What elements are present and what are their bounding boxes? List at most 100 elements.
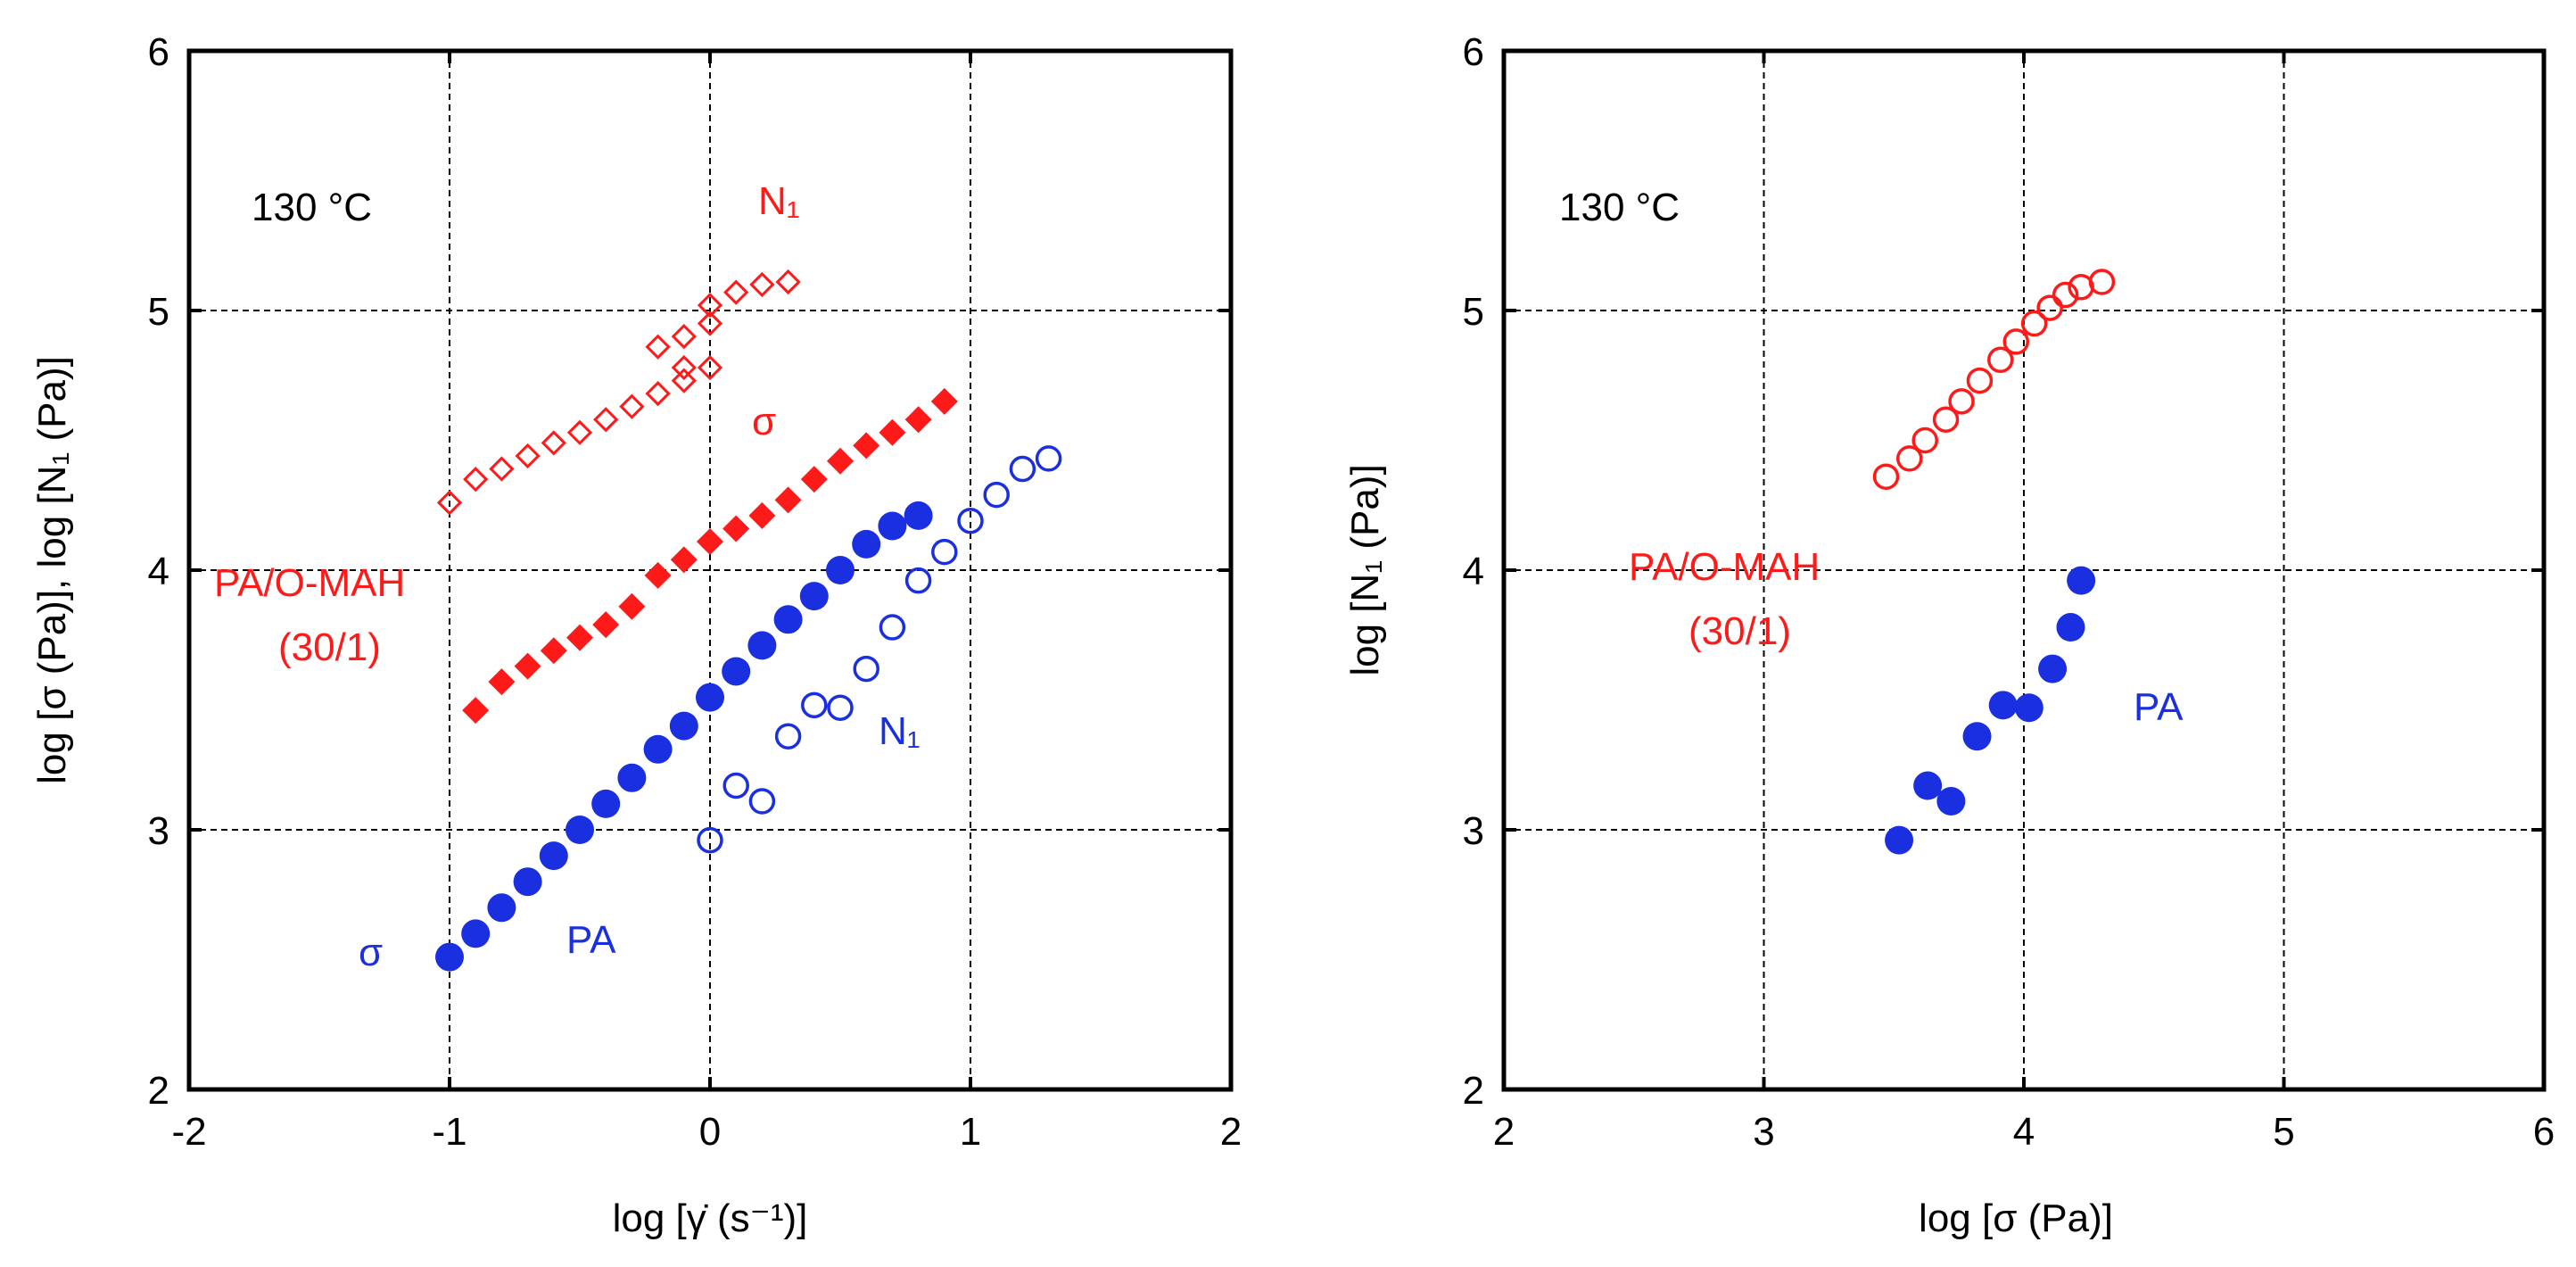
left-grid [189, 51, 1231, 1089]
left-blend-label-line2: (30/1) [278, 625, 381, 669]
right-point-circle-open [1911, 426, 1938, 454]
right-point-circle-open [2088, 269, 2116, 295]
right-y-axis-label: log [N₁ (Pa)] [1343, 464, 1387, 675]
right-x-tick-label: 4 [2013, 1110, 2035, 1154]
left-point-diamond-open [619, 393, 645, 419]
left-y-axis-label: log [σ (Pa)], log [N₁ (Pa)] [30, 356, 74, 784]
left-point-circle-filled [669, 711, 698, 741]
left-point-circle-filled [617, 763, 647, 792]
left-series-1 [462, 387, 958, 725]
right-x-tick-label: 3 [1753, 1110, 1774, 1154]
left-point-diamond-open [697, 293, 723, 319]
left-point-diamond-filled [566, 624, 593, 651]
left-x-tick-label: 2 [1220, 1110, 1242, 1154]
left-y-tick-label: 6 [148, 30, 169, 74]
left-point-circle-filled [696, 683, 724, 712]
right-y-tick-label: 6 [1463, 30, 1484, 74]
left-point-circle-filled [643, 734, 673, 764]
right-point-circle-open [1895, 445, 1923, 472]
right-point-circle-filled [2038, 654, 2068, 683]
left-point-circle-open [879, 614, 906, 641]
left-point-circle-filled [799, 582, 829, 611]
right-data-marks [1872, 269, 2116, 855]
left-point-diamond-filled [800, 466, 828, 493]
left-point-circle-open [1035, 445, 1062, 472]
left-point-diamond-open [671, 368, 697, 393]
left-point-circle-filled [461, 919, 491, 948]
left-y-tick-label: 5 [148, 290, 169, 334]
left-point-diamond-open [645, 380, 671, 407]
left-point-circle-open [774, 723, 802, 749]
left-point-diamond-filled [488, 668, 516, 696]
left-point-circle-open [957, 507, 984, 534]
right-series-1 [1885, 566, 2096, 855]
right-point-circle-open [1966, 367, 1994, 394]
left-point-circle-open [801, 691, 828, 719]
right-y-tick-label: 5 [1463, 290, 1484, 334]
left-point-diamond-filled [879, 418, 906, 446]
left-point-diamond-open [541, 430, 566, 456]
right-point-circle-open [2002, 328, 2030, 355]
left-point-circle-filled [852, 529, 881, 559]
left-point-circle-open [827, 694, 854, 721]
left-point-diamond-open [515, 443, 541, 469]
left-point-diamond-filled [853, 432, 880, 460]
left-point-diamond-filled [670, 546, 698, 574]
left-point-diamond-open [671, 354, 697, 381]
right-x-axis-label: log [σ (Pa)] [1919, 1197, 2113, 1240]
left-sigma-blue-label: σ [359, 931, 383, 974]
right-x-tick-label: 6 [2533, 1110, 2555, 1154]
left-x-axis-label: log [γ̇ (s⁻¹)] [613, 1197, 808, 1240]
left-point-diamond-filled [592, 611, 620, 639]
left-point-circle-open [748, 788, 776, 815]
left-point-circle-filled [539, 841, 568, 871]
left-point-circle-open [904, 567, 932, 594]
right-point-circle-open [2036, 294, 2063, 321]
right-blend-label-line1: PA/O-MAH [1629, 545, 1820, 589]
right-x-tick-label: 2 [1493, 1110, 1515, 1154]
left-point-circle-open [697, 826, 723, 854]
right-x-tick-label: 5 [2273, 1110, 2294, 1154]
left-pa-label: PA [566, 918, 616, 962]
left-point-circle-filled [591, 789, 621, 818]
left-chart: -2 -1 0 1 2 2 3 4 5 6 130 °C N₁ σ PA/O-MAH (30/1)… [30, 30, 1242, 1240]
left-point-circle-filled [747, 631, 777, 660]
right-point-circle-filled [1962, 722, 1992, 751]
left-point-diamond-filled [827, 447, 854, 475]
left-point-circle-open [1009, 455, 1036, 483]
left-point-circle-filled [435, 942, 464, 972]
left-point-diamond-filled [748, 501, 776, 529]
right-point-circle-filled [2067, 566, 2096, 595]
left-sigma-red-label: σ [752, 400, 776, 443]
left-point-diamond-open [436, 490, 463, 516]
right-point-circle-filled [1936, 786, 1966, 816]
left-point-diamond-open [749, 271, 775, 298]
left-point-circle-open [722, 772, 749, 799]
left-temp-label: 130 °C [252, 186, 372, 229]
left-point-diamond-filled [462, 697, 490, 725]
left-point-diamond-open [671, 323, 697, 350]
left-point-circle-filled [904, 501, 933, 530]
right-point-circle-filled [2014, 693, 2043, 723]
right-point-circle-filled [2056, 613, 2085, 642]
right-y-tick-label: 2 [1463, 1069, 1484, 1113]
left-point-diamond-open [489, 456, 515, 482]
left-n1-red-label: N₁ [758, 179, 800, 223]
left-x-tick-label: 1 [960, 1110, 981, 1154]
left-point-diamond-filled [930, 387, 958, 415]
left-point-diamond-open [697, 311, 723, 336]
left-point-diamond-filled [540, 637, 567, 665]
left-point-circle-filled [513, 867, 542, 897]
left-point-circle-filled [722, 657, 751, 686]
left-point-diamond-filled [514, 652, 541, 680]
left-point-diamond-open [697, 354, 723, 381]
left-point-circle-filled [826, 556, 855, 584]
left-point-circle-filled [773, 605, 803, 634]
left-point-diamond-open [566, 419, 593, 445]
left-blend-label-line1: PA/O-MAH [214, 561, 405, 605]
right-point-circle-open [1987, 346, 2014, 374]
right-tick-labels: 2 3 4 5 6 2 3 4 5 6 [1463, 30, 2555, 1154]
right-blend-label-line2: (30/1) [1688, 609, 1791, 653]
left-point-diamond-open [645, 334, 671, 360]
left-series-0 [436, 269, 801, 516]
